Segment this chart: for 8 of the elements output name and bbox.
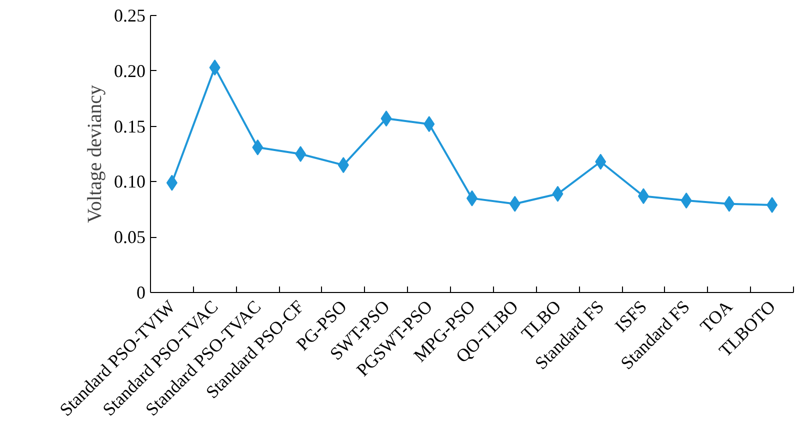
y-tick-label: 0.10	[114, 172, 146, 192]
point	[295, 146, 306, 162]
y-axis-title: Voltage deviancy	[84, 85, 106, 223]
y-tick-label: 0.25	[114, 6, 146, 26]
y-tick-label: 0.20	[114, 60, 146, 81]
y-tick-label: 0	[136, 282, 146, 302]
y-tick-label: 0.05	[114, 227, 146, 248]
y-tick-label: 0.15	[114, 116, 146, 136]
